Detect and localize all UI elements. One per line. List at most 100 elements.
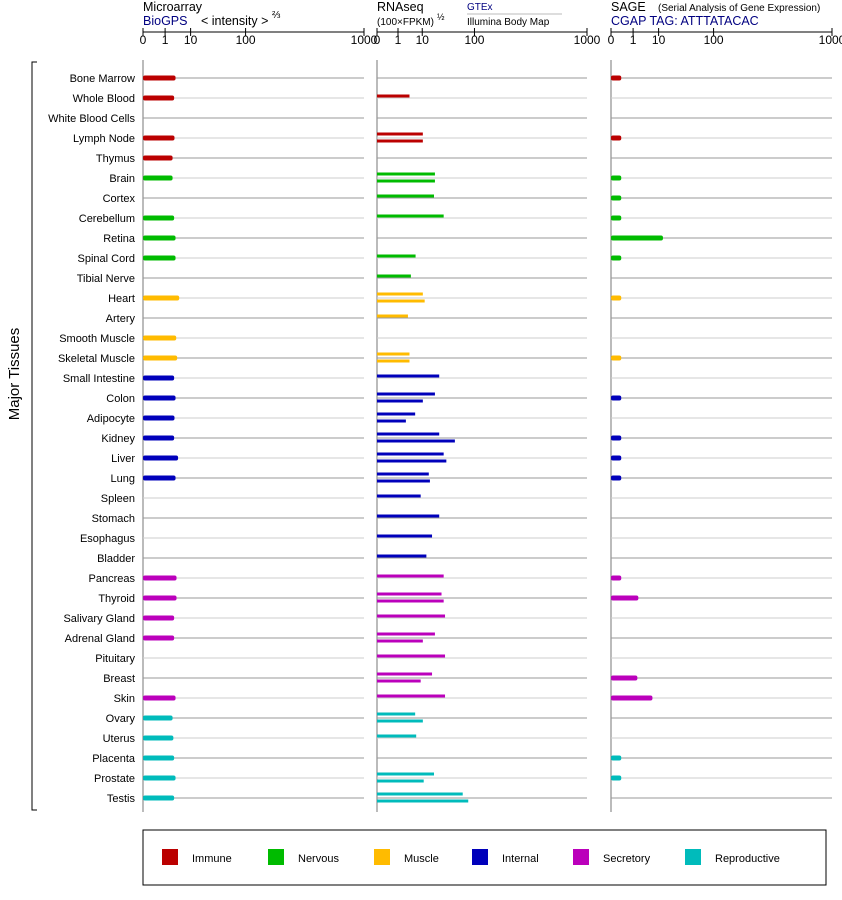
rnaseq-unit: (100×FPKM) bbox=[377, 17, 434, 28]
rnaseq-bar-brain bbox=[377, 172, 435, 176]
rnaseq-bar-breast bbox=[377, 679, 421, 683]
microarray-bar-kidney bbox=[143, 435, 175, 441]
rnaseq-bar-adipocyte bbox=[377, 419, 406, 423]
tissue-label-kidney: Kidney bbox=[101, 433, 135, 445]
gtex-link[interactable]: GTEx bbox=[467, 2, 493, 13]
sage-bar-kidney bbox=[611, 435, 622, 441]
sage-bar-prostate bbox=[611, 775, 622, 781]
rnaseq-bar-pituitary bbox=[377, 654, 446, 658]
microarray-bar-bone-marrow bbox=[143, 75, 176, 81]
rnaseq-bar-cerebellum bbox=[377, 214, 444, 218]
sage-tag-link[interactable]: CGAP TAG: ATTTATACAC bbox=[611, 14, 759, 28]
tissue-label-colon: Colon bbox=[106, 393, 135, 405]
sage-tick-label: 100 bbox=[704, 33, 724, 47]
tissue-label-lymph-node: Lymph Node bbox=[73, 133, 135, 145]
microarray-bar-cerebellum bbox=[143, 215, 175, 221]
rnaseq-bar-skeletal-muscle bbox=[377, 352, 410, 356]
microarray-bar-skin bbox=[143, 695, 176, 701]
microarray-bar-whole-blood bbox=[143, 95, 175, 101]
tissue-label-breast: Breast bbox=[103, 673, 135, 685]
microarray-bar-adipocyte bbox=[143, 415, 175, 421]
tissue-label-tibial-nerve: Tibial Nerve bbox=[77, 273, 135, 285]
legend: Immune Nervous Muscle Internal Secretory Repr… bbox=[162, 849, 780, 865]
microarray-bar-placenta bbox=[143, 755, 175, 761]
expression-bars bbox=[143, 75, 663, 803]
tissue-label-liver: Liver bbox=[111, 453, 135, 465]
rnaseq-bar-lymph-node bbox=[377, 139, 423, 143]
tissue-label-whole-blood: Whole Blood bbox=[73, 93, 135, 105]
sage-title: SAGE bbox=[611, 0, 646, 14]
sage-bar-retina bbox=[611, 235, 663, 241]
microarray-bar-prostate bbox=[143, 775, 176, 781]
rnaseq-bar-testis bbox=[377, 799, 469, 803]
y-axis-label: Major Tissues bbox=[6, 328, 23, 421]
tissue-label-testis: Testis bbox=[107, 793, 136, 805]
legend-swatch-internal bbox=[472, 849, 488, 865]
tissue-label-thymus: Thymus bbox=[96, 153, 136, 165]
tissue-label-small-intestine: Small Intestine bbox=[63, 373, 135, 385]
microarray-bar-uterus bbox=[143, 735, 174, 741]
tissue-label-skeletal-muscle: Skeletal Muscle bbox=[58, 353, 135, 365]
rnaseq-bar-breast bbox=[377, 672, 433, 676]
microarray-bar-lung bbox=[143, 475, 176, 481]
rnaseq-bar-small-intestine bbox=[377, 374, 440, 378]
tissue-label-stomach: Stomach bbox=[92, 513, 135, 525]
microarray-bar-pancreas bbox=[143, 575, 177, 581]
tissue-label-cerebellum: Cerebellum bbox=[79, 213, 135, 225]
sage-tick-label: 0 bbox=[608, 33, 615, 47]
rnaseq-header: RNAseq (100×FPKM) ½ GTEx Illumina Body M… bbox=[377, 0, 562, 28]
microarray-source-link[interactable]: BioGPS bbox=[143, 14, 187, 28]
tissue-label-adrenal-gland: Adrenal Gland bbox=[65, 633, 135, 645]
legend-label-muscle: Muscle bbox=[404, 853, 439, 865]
rnaseq-tick-label: 0 bbox=[374, 33, 381, 47]
rnaseq-bar-esophagus bbox=[377, 534, 433, 538]
rnaseq-bar-thyroid bbox=[377, 592, 442, 596]
rnaseq-bar-bladder bbox=[377, 554, 427, 558]
rnaseq-bar-brain bbox=[377, 179, 435, 183]
tissue-label-salivary-gland: Salivary Gland bbox=[63, 613, 135, 625]
microarray-bar-ovary bbox=[143, 715, 173, 721]
legend-label-immune: Immune bbox=[192, 853, 232, 865]
rnaseq-tick-label: 10 bbox=[416, 33, 430, 47]
rnaseq-bar-whole-blood bbox=[377, 94, 410, 98]
tissue-label-pituitary: Pituitary bbox=[95, 653, 135, 665]
sage-bar-lung bbox=[611, 475, 622, 481]
rnaseq-title: RNAseq bbox=[377, 0, 424, 14]
sage-bar-breast bbox=[611, 675, 638, 681]
rnaseq-bar-lymph-node bbox=[377, 132, 423, 136]
tissue-rows: Bone Marrow Whole Blood White Blood Cells L… bbox=[48, 73, 832, 805]
sage-bar-heart bbox=[611, 295, 622, 301]
rnaseq-bar-prostate bbox=[377, 779, 424, 783]
legend-swatch-muscle bbox=[374, 849, 390, 865]
rnaseq-bar-tibial-nerve bbox=[377, 274, 411, 278]
panel-axes: 011010010000110100100001101001000 bbox=[140, 28, 842, 812]
rnaseq-bar-salivary-gland bbox=[377, 614, 446, 618]
tissue-label-skin: Skin bbox=[114, 693, 135, 705]
microarray-bar-retina bbox=[143, 235, 176, 241]
legend-swatch-immune bbox=[162, 849, 178, 865]
rnaseq-bar-adrenal-gland bbox=[377, 632, 435, 636]
sage-bar-cortex bbox=[611, 195, 622, 201]
rnaseq-bar-testis bbox=[377, 792, 463, 796]
rnaseq-bar-ovary bbox=[377, 712, 416, 716]
sage-bar-lymph-node bbox=[611, 135, 622, 141]
microarray-header: Microarray BioGPS < intensity > ⅔ bbox=[143, 0, 281, 28]
legend-label-internal: Internal bbox=[502, 853, 539, 865]
tissue-label-thyroid: Thyroid bbox=[98, 593, 135, 605]
sage-tick-label: 1 bbox=[630, 33, 637, 47]
rnaseq-tick-label: 100 bbox=[464, 33, 484, 47]
microarray-tick-label: 0 bbox=[140, 33, 147, 47]
tissue-label-prostate: Prostate bbox=[94, 773, 135, 785]
tissue-label-cortex: Cortex bbox=[103, 193, 136, 205]
sage-bar-colon bbox=[611, 395, 622, 401]
legend-swatch-secretory bbox=[573, 849, 589, 865]
tissue-label-lung: Lung bbox=[111, 473, 135, 485]
sage-bar-bone-marrow bbox=[611, 75, 622, 81]
tissue-label-heart: Heart bbox=[108, 293, 135, 305]
microarray-tick-label: 1000 bbox=[351, 33, 378, 47]
microarray-bar-liver bbox=[143, 455, 179, 461]
microarray-bar-small-intestine bbox=[143, 375, 175, 381]
sage-header: SAGE (Serial Analysis of Gene Expression… bbox=[611, 0, 820, 28]
microarray-bar-salivary-gland bbox=[143, 615, 175, 621]
